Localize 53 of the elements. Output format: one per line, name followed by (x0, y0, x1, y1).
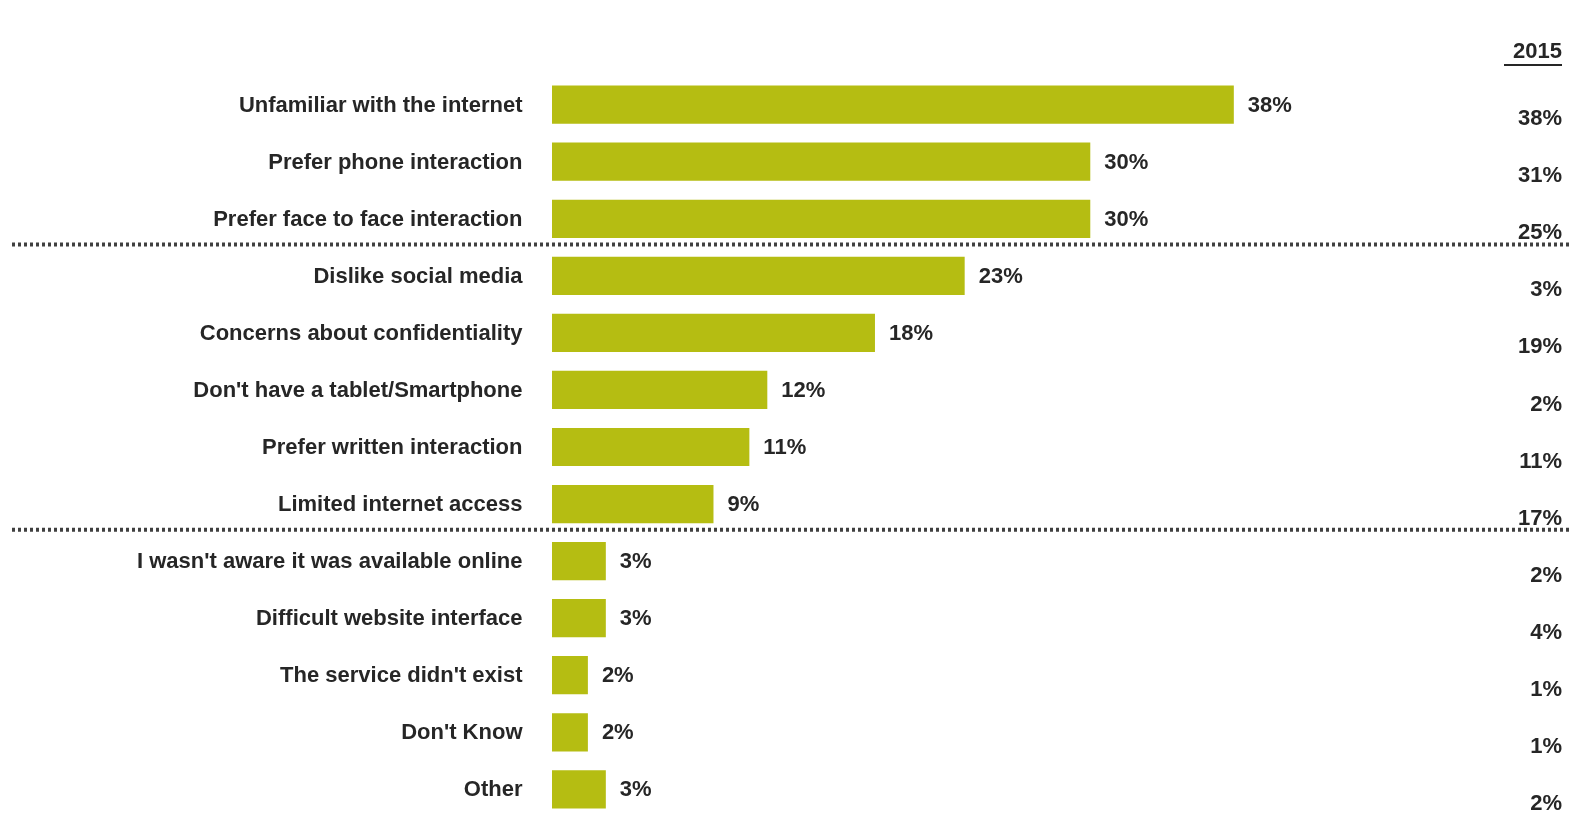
data-label: 30% (1104, 205, 1149, 231)
y-tick-label: Limited internet access (277, 491, 523, 517)
bar (552, 656, 588, 695)
data-label: 9% (727, 491, 760, 517)
bar (552, 313, 875, 352)
data-label: 12% (781, 376, 826, 402)
data-label: 30% (1104, 148, 1149, 174)
y-tick-label: Difficult website interface (255, 605, 523, 631)
data-label: 38% (1247, 91, 1292, 117)
bar (552, 542, 606, 581)
data-label: 11% (763, 434, 807, 459)
text: 1% (1530, 675, 1562, 701)
bar (552, 427, 750, 467)
data-label: 2% (601, 662, 634, 688)
text: 25% (1517, 219, 1562, 245)
y-tick-label: Don't Know (401, 719, 524, 745)
bar (552, 142, 1091, 181)
text: 31% (1517, 162, 1562, 188)
data-label: 3% (619, 548, 652, 574)
bar (552, 256, 965, 295)
bar (552, 484, 714, 524)
y-tick-label: Other (463, 776, 523, 802)
bar (552, 770, 606, 809)
data-label: 2% (601, 719, 634, 745)
bar (552, 599, 606, 638)
text: 19% (1517, 333, 1562, 359)
data-label: 3% (619, 776, 652, 802)
y-tick-label: The service didn't exist (280, 662, 524, 688)
text: 3% (1530, 276, 1562, 302)
text: 2% (1530, 789, 1562, 815)
bar (552, 713, 588, 752)
bar (552, 85, 1234, 124)
y-tick-label: Unfamiliar with the internet (238, 91, 524, 117)
y-tick-label: Prefer written interaction (262, 434, 523, 459)
text: 17% (1517, 504, 1562, 530)
y-tick-label: Dislike social media (313, 262, 524, 288)
text: 38% (1517, 105, 1562, 131)
y-tick-label: Concerns about confidentiality (199, 319, 524, 345)
text: 11% (1519, 447, 1562, 473)
y-tick-label: Prefer phone interaction (268, 148, 523, 174)
text: 2% (1530, 390, 1562, 416)
bar (552, 370, 768, 410)
bar (552, 199, 1091, 238)
text: 1% (1530, 732, 1562, 758)
y-tick-label: Prefer face to face interaction (213, 205, 523, 231)
y-tick-label: Don't have a tablet/Smartphone (193, 376, 523, 402)
data-label: 3% (619, 605, 652, 631)
text: 2015 (1513, 38, 1562, 63)
data-label: 18% (888, 319, 934, 345)
text: 2% (1530, 561, 1562, 587)
data-label: 23% (978, 262, 1023, 288)
text: 4% (1530, 618, 1562, 644)
y-tick-label: I wasn't aware it was available online (137, 548, 523, 574)
